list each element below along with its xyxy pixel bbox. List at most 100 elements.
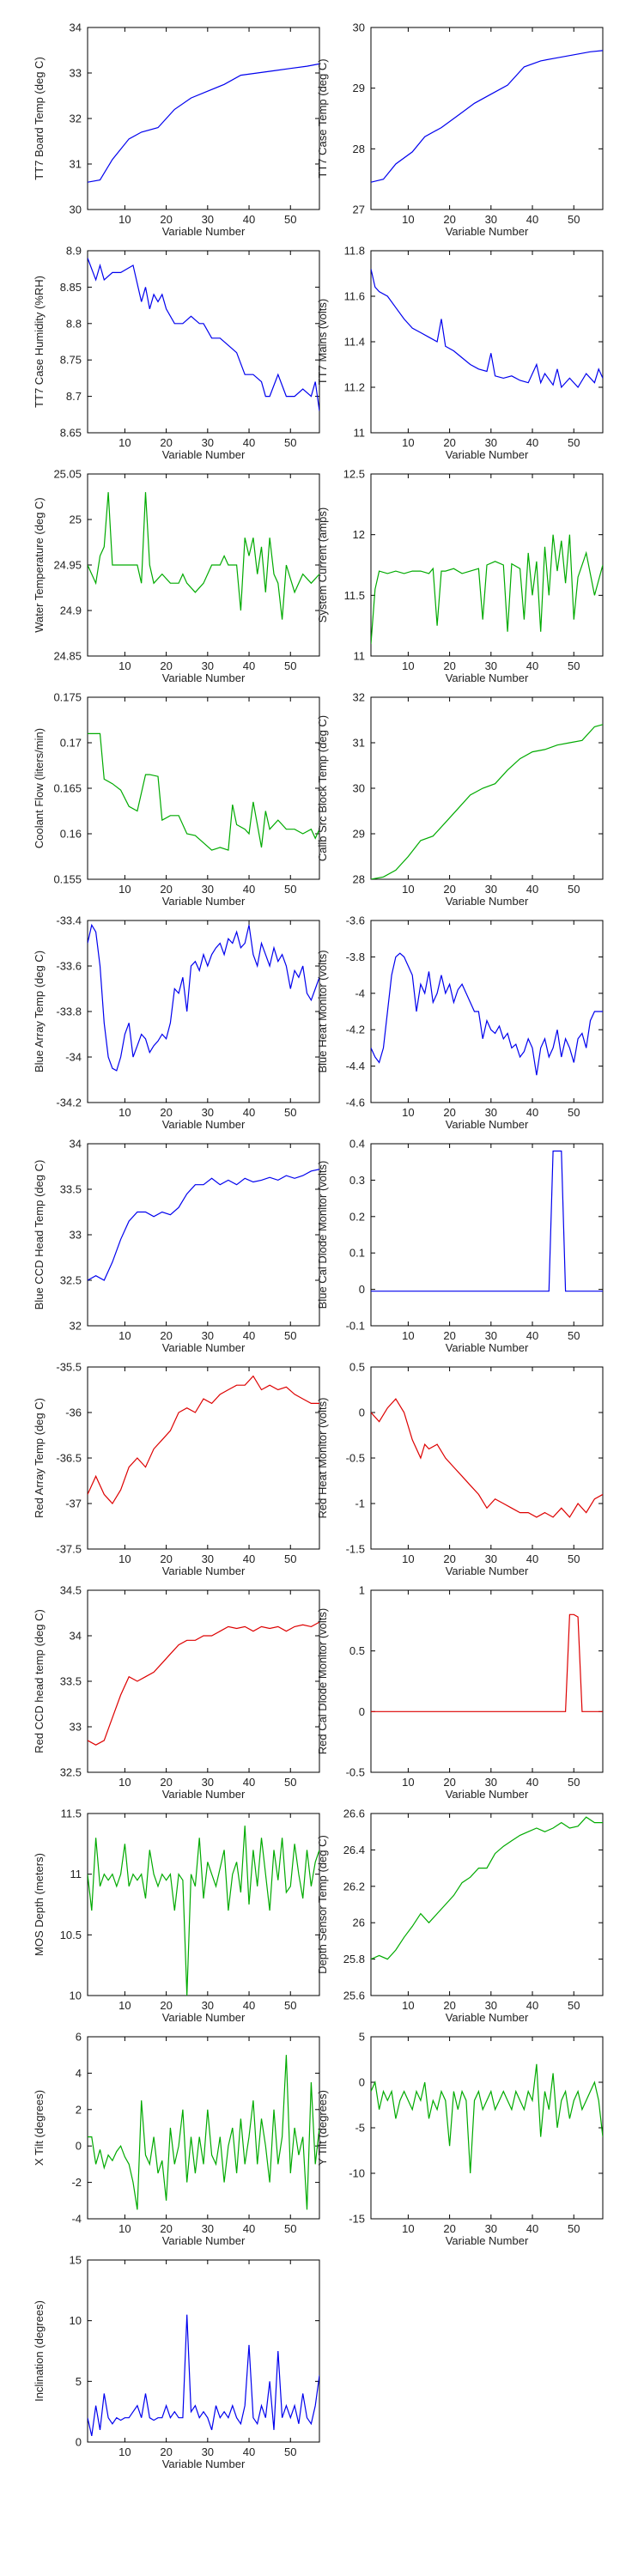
y-tick-label: 24.85: [53, 650, 82, 663]
chart-panel-20: 10 20 30 40 50 -15 -10 -5 0 5 Variable Number Y Til…: [316, 2031, 604, 2247]
x-axis-label: Variable Number: [446, 895, 529, 908]
plot-frame: [370, 250, 604, 434]
series-line: [88, 2055, 319, 2210]
y-tick-label: -37: [65, 1498, 82, 1510]
x-tick-label: 50: [568, 1329, 580, 1342]
x-tick-label: 10: [118, 1776, 131, 1789]
y-tick-label: 0.155: [53, 873, 82, 886]
x-tick-label: 40: [243, 436, 255, 449]
x-tick-label: 20: [160, 2445, 172, 2458]
y-tick-label: 11.4: [344, 336, 365, 349]
y-tick-label: -15: [349, 2213, 365, 2226]
y-tick-label: 0: [76, 2436, 82, 2449]
x-tick-label: 40: [526, 1329, 538, 1342]
x-tick-label: 30: [202, 2222, 214, 2235]
x-axis-label: Variable Number: [162, 671, 246, 684]
x-tick-label: 50: [284, 2222, 296, 2235]
x-tick-label: 40: [243, 2445, 255, 2458]
x-axis-label: Variable Number: [162, 225, 246, 238]
y-tick-label: 11.5: [61, 1807, 82, 1820]
x-tick-label: 10: [118, 1552, 131, 1565]
x-tick-label: 20: [443, 1776, 455, 1789]
y-tick-label: 28: [353, 873, 365, 886]
y-tick-label: 8.75: [60, 354, 82, 367]
y-tick-label: -5: [355, 2122, 365, 2135]
x-tick-label: 20: [160, 1106, 172, 1119]
x-tick-label: 10: [402, 213, 414, 226]
y-axis-label: System Current (amps): [316, 507, 329, 623]
y-tick-label: 0.4: [349, 1138, 365, 1151]
y-axis-label: Blue Heat Monitor (volts): [316, 950, 329, 1072]
series-line: [88, 1621, 319, 1746]
y-tick-label: -4.2: [346, 1024, 365, 1036]
x-tick-label: 50: [284, 1776, 296, 1789]
y-tick-label: 33.5: [60, 1675, 82, 1688]
x-tick-label: 30: [202, 213, 214, 226]
y-tick-label: -1: [355, 1498, 365, 1510]
y-tick-label: -2: [71, 2176, 82, 2189]
y-tick-label: 34: [70, 21, 82, 34]
x-axis-label: Variable Number: [162, 2458, 246, 2470]
y-tick-label: 25.6: [343, 1990, 365, 2002]
x-tick-label: 20: [443, 2222, 455, 2235]
plot-frame: [87, 1366, 320, 1550]
y-tick-label: 5: [359, 2031, 365, 2044]
x-tick-label: 40: [243, 1106, 255, 1119]
series-line: [88, 492, 319, 620]
series-line: [371, 1613, 603, 1712]
y-tick-label: 4: [76, 2067, 82, 2080]
x-tick-label: 40: [526, 1552, 538, 1565]
x-tick-label: 50: [568, 1552, 580, 1565]
x-tick-label: 30: [485, 213, 497, 226]
x-tick-label: 40: [526, 659, 538, 672]
x-axis-label: Variable Number: [162, 2234, 246, 2247]
y-tick-label: -4.4: [346, 1060, 365, 1072]
y-tick-label: 10: [70, 2314, 82, 2327]
x-tick-label: 50: [284, 1106, 296, 1119]
y-tick-label: 25.8: [343, 1953, 365, 1965]
plot-frame: [370, 1813, 604, 1996]
x-tick-label: 10: [118, 2445, 131, 2458]
y-tick-label: -33.4: [56, 914, 82, 927]
series-line: [88, 1375, 319, 1504]
x-tick-label: 20: [160, 436, 172, 449]
y-tick-label: 24.9: [60, 605, 82, 617]
chart-panel-16: 10 20 30 40 50 -0.5 0 0.5 1 Variable Number Red Ca…: [316, 1584, 604, 1801]
x-tick-label: 20: [443, 213, 455, 226]
y-tick-label: 8.9: [66, 245, 82, 258]
x-tick-label: 40: [526, 213, 538, 226]
x-tick-label: 10: [118, 1329, 131, 1342]
x-tick-label: 30: [202, 1776, 214, 1789]
series-line: [88, 258, 319, 411]
plot-frame: [370, 1589, 604, 1773]
y-tick-label: 0.5: [349, 1644, 365, 1657]
y-tick-label: 25.05: [53, 468, 82, 481]
x-tick-label: 50: [568, 1776, 580, 1789]
x-axis-label: Variable Number: [446, 1788, 529, 1801]
x-tick-label: 30: [485, 436, 497, 449]
y-axis-label: X Tilt (degrees): [33, 2090, 46, 2166]
y-tick-label: -10: [349, 2167, 365, 2180]
chart-panel-14: 10 20 30 40 50 -1.5 -1 -0.5 0 0.5 Variable Number R…: [316, 1361, 604, 1577]
x-tick-label: 20: [160, 659, 172, 672]
series-line: [371, 1816, 603, 1960]
y-tick-label: 8.7: [66, 390, 82, 403]
x-tick-label: 20: [443, 883, 455, 896]
y-tick-label: 12.5: [343, 468, 365, 481]
y-tick-label: 30: [353, 21, 365, 34]
series-line: [371, 269, 603, 389]
x-tick-label: 40: [243, 1776, 255, 1789]
chart-panel-7: 10 20 30 40 50 0.155 0.16 0.165 0.17 0.175 Variabl…: [33, 691, 320, 908]
x-tick-label: 30: [202, 1106, 214, 1119]
series-line: [371, 534, 603, 644]
x-tick-label: 20: [160, 883, 172, 896]
y-tick-label: -33.6: [56, 960, 82, 973]
y-tick-label: 11: [70, 1868, 82, 1880]
x-tick-label: 40: [243, 213, 255, 226]
x-tick-label: 20: [160, 213, 172, 226]
y-tick-label: 1: [359, 1584, 365, 1597]
x-tick-label: 50: [568, 883, 580, 896]
series-line: [371, 952, 603, 1076]
y-tick-label: 34: [70, 1630, 82, 1643]
